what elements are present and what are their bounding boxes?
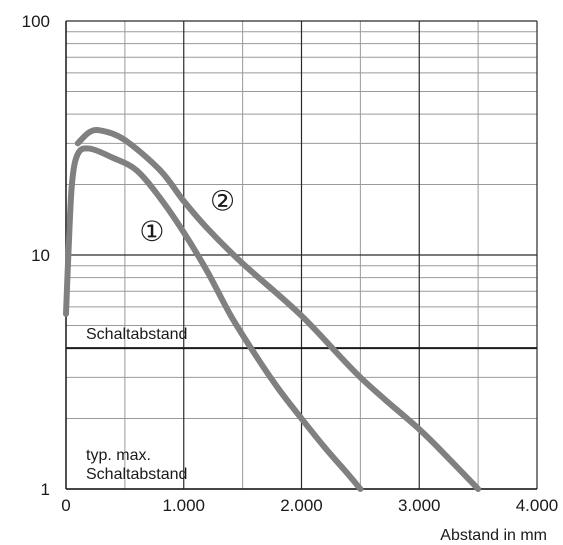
series-marker-2: ② <box>210 184 235 217</box>
annotation-schaltabstand: Schaltabstand <box>86 466 187 483</box>
y-tick-labels: 1 10 100 <box>22 12 50 499</box>
annotation-typ-max: typ. max. <box>86 447 151 464</box>
series-line-2 <box>74 126 482 492</box>
y-tick-label: 100 <box>22 12 50 31</box>
x-tick-label: 0 <box>61 496 70 515</box>
x-tick-label: 4.000 <box>516 496 559 515</box>
x-tick-label: 2.000 <box>280 496 323 515</box>
grid-major <box>65 20 538 490</box>
series-group: ①② <box>63 126 482 492</box>
x-tick-label: 1.000 <box>162 496 205 515</box>
y-tick-label: 10 <box>31 246 50 265</box>
x-axis-label: Abstand in mm <box>440 527 547 544</box>
y-tick-label: 1 <box>41 480 50 499</box>
x-tick-labels: 0 1.000 2.000 3.000 4.000 <box>61 496 558 515</box>
threshold-label: Schaltabstand <box>86 326 187 343</box>
series-line-1 <box>63 145 364 492</box>
series-marker-1: ① <box>139 215 164 248</box>
x-tick-label: 3.000 <box>398 496 441 515</box>
